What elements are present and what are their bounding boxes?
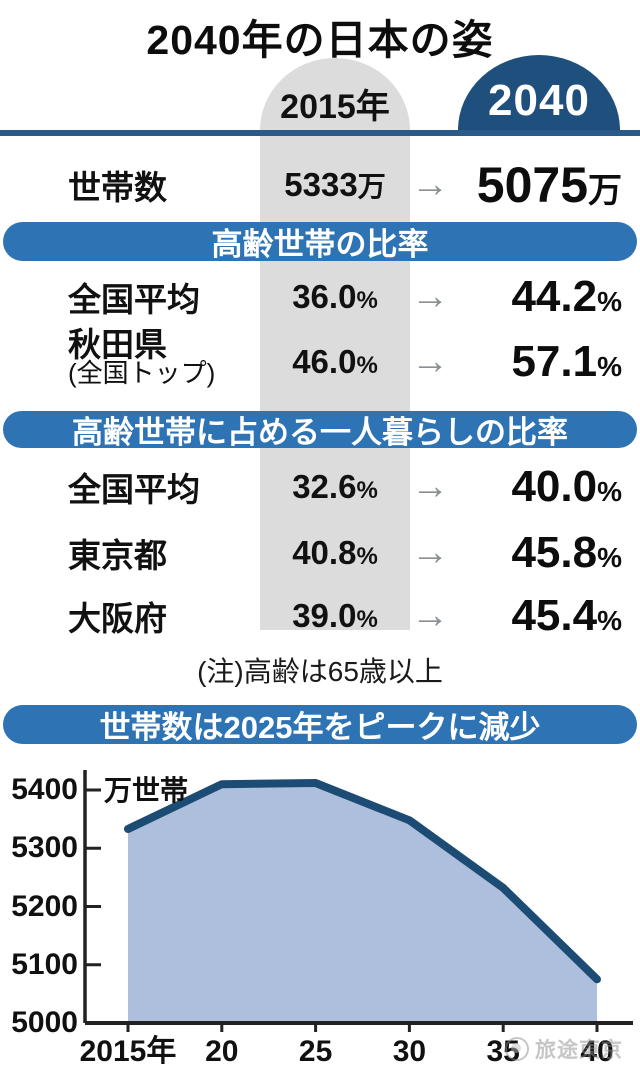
- value-2040: 44.2%: [511, 272, 622, 321]
- column-header-2015: 2015年: [260, 58, 410, 130]
- value-2015: 5333万: [284, 166, 386, 203]
- arrow-right-icon: →: [411, 275, 449, 318]
- x-axis-tick-label: 20: [205, 1035, 239, 1068]
- x-axis-tick-label: 25: [298, 1035, 333, 1068]
- x-axis-tick-label: 40: [580, 1035, 614, 1068]
- footnote: (注)高齢は65歳以上: [197, 656, 443, 687]
- section-banner-label: 高齢世帯の比率: [211, 227, 429, 262]
- row-label: 大阪府: [68, 600, 167, 637]
- row-label: 世帯数: [68, 169, 167, 206]
- row-label: 秋田県 (全国トップ): [68, 326, 216, 388]
- row-label: 東京都: [68, 537, 167, 574]
- column-header-2015-label: 2015年: [280, 88, 390, 126]
- arrow-right-icon: →: [411, 340, 449, 383]
- table-row-national-average: 全国平均 36.0% → 44.2%: [0, 271, 640, 323]
- x-axis-tick-label: 2015年: [79, 1035, 177, 1068]
- household-trend-area-chart: 5000 5100 5200 5300 5400 2015年 20 25 30 35 40 万世帯: [0, 764, 640, 1074]
- area-fill: [128, 783, 597, 1023]
- trend-line: [124, 779, 601, 984]
- value-2040: 45.8%: [511, 528, 622, 577]
- row-sublabel: (全国トップ): [68, 358, 216, 388]
- watermark-text: 旅途東京: [535, 1039, 623, 1062]
- section-banner-label: 高齢世帯に占める一人暮らしの比率: [72, 415, 568, 450]
- value-2040: 45.4%: [511, 591, 622, 640]
- column-header-2040-label: 2040: [488, 76, 590, 125]
- table-row-tokyo: 東京都 40.8% → 45.8%: [0, 527, 640, 579]
- chart-title-label: 世帯数は2025年をピークに減少: [99, 710, 541, 745]
- y-axis-tick-label: 5200: [11, 889, 78, 923]
- value-2015: 36.0%: [292, 278, 378, 315]
- arrow-right-icon: →: [411, 531, 449, 574]
- watermark: 旅途東京: [505, 1034, 623, 1064]
- arrow-right-icon: →: [411, 465, 449, 508]
- value-2015: 32.6%: [292, 468, 378, 505]
- arrow-right-icon: →: [411, 594, 449, 637]
- section-banner-elderly-ratio: 高齢世帯の比率: [3, 222, 637, 262]
- y-axis-tick-label: 5300: [11, 831, 78, 865]
- table-row-households: 世帯数 5333万 → 5075万: [0, 157, 640, 213]
- column-header-2040: 2040: [458, 55, 620, 130]
- x-axis-tick-label: 30: [392, 1035, 427, 1068]
- arrow-right-icon: →: [411, 163, 449, 206]
- chart-title-banner: 世帯数は2025年をピークに減少: [3, 705, 637, 745]
- value-2040: 57.1%: [511, 337, 622, 386]
- table-row-akita: 秋田県 (全国トップ) 46.0% → 57.1%: [0, 326, 640, 400]
- value-2040: 40.0%: [511, 462, 622, 511]
- y-axis-tick-label: 5100: [11, 947, 78, 981]
- y-axis-tick-label: 5000: [11, 1006, 78, 1039]
- y-axis-tick-label: 5400: [11, 773, 78, 806]
- row-label: 全国平均: [68, 471, 200, 508]
- watermark-logo-icon: [505, 1037, 529, 1061]
- value-2015: 40.8%: [292, 534, 378, 571]
- header-divider-rule: [0, 130, 640, 136]
- value-2015: 39.0%: [292, 597, 378, 634]
- table-row-national-average-single: 全国平均 32.6% → 40.0%: [0, 461, 640, 513]
- y-axis-unit-label: 万世帯: [104, 775, 189, 806]
- section-banner-single-living-ratio: 高齢世帯に占める一人暮らしの比率: [3, 411, 637, 450]
- row-label: 全国平均: [68, 281, 200, 318]
- value-2015: 46.0%: [292, 343, 378, 380]
- chart-canvas: [83, 770, 633, 1032]
- value-2040: 5075万: [476, 157, 622, 213]
- column-2015-background: [260, 130, 410, 630]
- table-row-osaka: 大阪府 39.0% → 45.4%: [0, 590, 640, 642]
- page-title: 2040年の日本の姿: [146, 17, 494, 63]
